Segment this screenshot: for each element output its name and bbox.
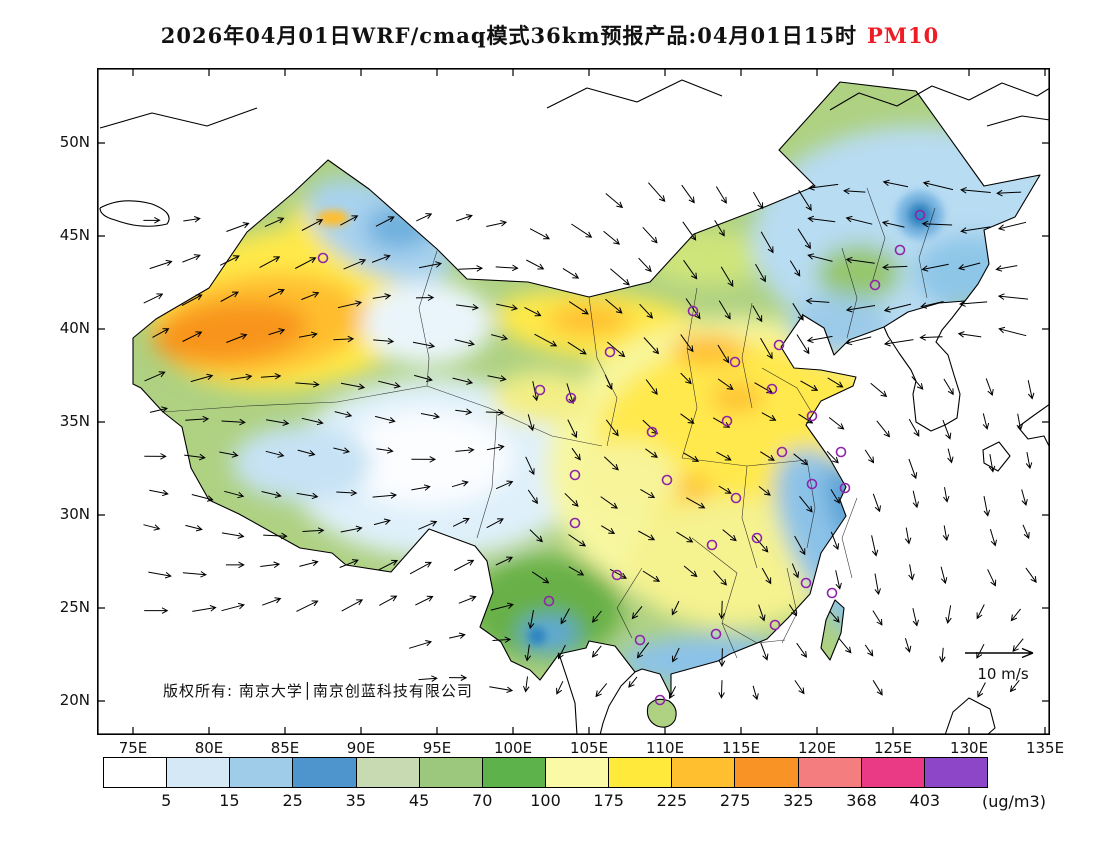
city-marker-icon bbox=[914, 209, 926, 221]
colorbar-tick-label: 325 bbox=[783, 791, 814, 810]
colorbar-tick-label: 368 bbox=[846, 791, 877, 810]
colorbar-cell bbox=[609, 758, 673, 787]
forecast-title: 2026年04月01日WRF/cmaq模式36km预报产品:04月01日15时 bbox=[160, 23, 857, 48]
city-marker-icon bbox=[611, 569, 623, 581]
city-marker-icon bbox=[773, 339, 785, 351]
tick-marks bbox=[97, 68, 1050, 735]
colorbar-cell bbox=[798, 758, 862, 787]
lat-label: 20N bbox=[59, 691, 90, 709]
city-marker-icon bbox=[687, 305, 699, 317]
colorbar-cell bbox=[545, 758, 610, 787]
wind-vector-arrows bbox=[143, 179, 1037, 701]
colorbar-cell bbox=[356, 758, 420, 787]
lon-label: 90E bbox=[346, 739, 376, 757]
lon-label: 130E bbox=[949, 739, 989, 757]
city-markers bbox=[317, 209, 926, 706]
colorbar-tick-label: 100 bbox=[530, 791, 561, 810]
colorbar-cell bbox=[861, 758, 925, 787]
city-marker-icon bbox=[729, 356, 741, 368]
colorbar bbox=[103, 757, 988, 788]
colorbar-cell bbox=[104, 758, 168, 787]
lat-label: 35N bbox=[59, 412, 90, 430]
colorbar-tick-label: 403 bbox=[909, 791, 941, 810]
lon-label: 105E bbox=[569, 739, 609, 757]
colorbar-labels: 5 15 25 35 45 70 100 175 225 275 325 368 403 bbox=[103, 791, 988, 813]
city-marker-icon bbox=[569, 469, 581, 481]
colorbar-tick-label: 35 bbox=[345, 791, 367, 810]
city-marker-icon bbox=[839, 482, 851, 494]
colorbar-tick-label: 70 bbox=[472, 791, 493, 810]
city-marker-icon bbox=[565, 392, 577, 404]
lat-label: 30N bbox=[59, 505, 90, 523]
city-marker-icon bbox=[751, 532, 763, 544]
city-marker-icon bbox=[661, 474, 673, 486]
city-marker-icon bbox=[769, 619, 781, 631]
city-marker-icon bbox=[894, 244, 906, 256]
lon-label: 75E bbox=[118, 739, 148, 757]
lon-label: 115E bbox=[721, 739, 761, 757]
lon-label: 95E bbox=[422, 739, 452, 757]
colorbar-cell bbox=[230, 758, 294, 787]
lon-label: 110E bbox=[645, 739, 685, 757]
city-marker-icon bbox=[634, 634, 646, 646]
city-marker-icon bbox=[710, 628, 722, 640]
city-marker-icon bbox=[569, 517, 581, 529]
city-marker-icon bbox=[543, 595, 555, 607]
city-marker-icon bbox=[806, 410, 818, 422]
colorbar-tick-label: 175 bbox=[593, 791, 624, 810]
colorbar-tick-label: 15 bbox=[219, 791, 240, 810]
lon-label: 80E bbox=[194, 739, 224, 757]
city-marker-icon bbox=[604, 346, 616, 358]
province-borders bbox=[162, 187, 936, 659]
city-marker-icon bbox=[800, 577, 812, 589]
wind-scale-label: 10 m/s bbox=[977, 665, 1029, 683]
colorbar-unit: (ug/m3) bbox=[982, 792, 1046, 811]
forecast-map bbox=[97, 68, 1051, 736]
lat-label: 40N bbox=[59, 319, 90, 337]
colorbar-cell bbox=[924, 758, 987, 787]
lat-label: 25N bbox=[59, 598, 90, 616]
lon-label: 135E bbox=[1025, 739, 1065, 757]
city-marker-icon bbox=[654, 694, 666, 706]
colorbar-cell bbox=[167, 758, 231, 787]
colorbar-cell bbox=[735, 758, 799, 787]
colorbar-cell bbox=[672, 758, 736, 787]
city-marker-icon bbox=[826, 587, 838, 599]
city-marker-icon bbox=[706, 539, 718, 551]
page-title: 2026年04月01日WRF/cmaq模式36km预报产品:04月01日15时 P… bbox=[0, 20, 1100, 50]
colorbar-tick-label: 275 bbox=[719, 791, 751, 810]
lon-label: 85E bbox=[270, 739, 300, 757]
wind-scale: 10 m/s bbox=[955, 645, 1051, 683]
colorbar-cell bbox=[293, 758, 357, 787]
colorbar-tick-label: 5 bbox=[161, 791, 172, 810]
colorbar-tick-label: 225 bbox=[656, 791, 688, 810]
axis-ticks bbox=[97, 68, 1050, 735]
city-marker-icon bbox=[721, 415, 733, 427]
copyright-text: 版权所有: 南京大学│南京创蓝科技有限公司 bbox=[163, 682, 473, 700]
colorbar-cell bbox=[482, 758, 546, 787]
lon-label: 120E bbox=[797, 739, 837, 757]
pollutant-label: PM10 bbox=[866, 23, 940, 48]
lat-label: 45N bbox=[59, 226, 90, 244]
city-marker-icon bbox=[534, 384, 546, 396]
map-area bbox=[97, 68, 1051, 736]
lon-label: 125E bbox=[873, 739, 913, 757]
city-marker-icon bbox=[730, 492, 742, 504]
colorbar-tick-label: 25 bbox=[282, 791, 303, 810]
lon-label: 100E bbox=[493, 739, 533, 757]
city-marker-icon bbox=[646, 426, 658, 438]
lat-label: 50N bbox=[59, 133, 90, 151]
city-marker-icon bbox=[869, 279, 881, 291]
colorbar-tick-label: 45 bbox=[408, 791, 430, 810]
wind-scale-arrow-icon bbox=[965, 647, 1034, 659]
colorbar-cell bbox=[419, 758, 483, 787]
wind-arrows bbox=[143, 179, 1037, 701]
city-marker-icon bbox=[835, 446, 847, 458]
city-marker-icon bbox=[766, 383, 778, 395]
city-marker-icon bbox=[806, 478, 818, 490]
city-marker-icon bbox=[317, 252, 329, 264]
city-marker-icon bbox=[776, 446, 788, 458]
